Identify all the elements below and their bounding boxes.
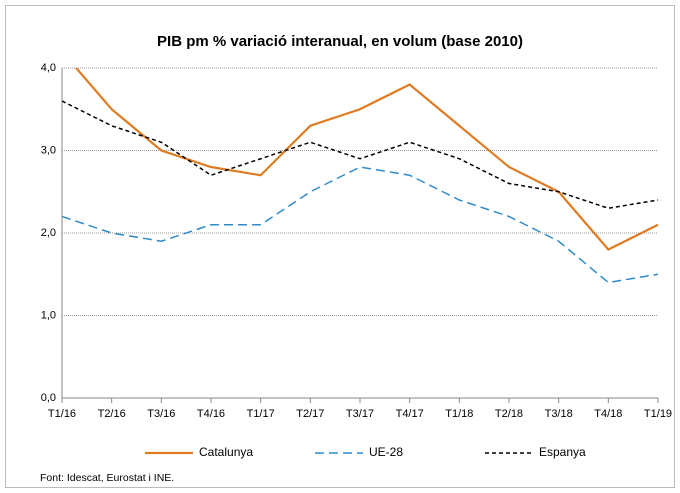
x-tick-label: T1/16 <box>48 408 76 420</box>
legend-label: Espanya <box>539 445 586 459</box>
y-tick-label: 1,0 <box>41 309 56 321</box>
legend-label: UE-28 <box>369 445 403 459</box>
x-tick-label: T2/18 <box>495 408 523 420</box>
x-tick-label: T4/17 <box>396 408 424 420</box>
chart-border <box>5 5 675 488</box>
y-tick-label: 2,0 <box>41 227 56 239</box>
x-tick-label: T3/16 <box>147 408 175 420</box>
source-note: Font: Idescat, Eurostat i INE. <box>40 472 174 484</box>
x-tick-label: T1/19 <box>644 408 672 420</box>
x-tick-label: T3/17 <box>346 408 374 420</box>
series-line <box>62 166 659 284</box>
x-tick-label: T2/16 <box>98 408 126 420</box>
x-tick-label: T1/18 <box>445 408 473 420</box>
legend-label: Catalunya <box>199 445 253 459</box>
x-tick-label: T4/18 <box>594 408 622 420</box>
x-tick-label: T3/18 <box>545 408 573 420</box>
y-tick-label: 3,0 <box>41 144 56 156</box>
series-line <box>62 100 659 210</box>
x-tick-label: T2/17 <box>296 408 324 420</box>
y-tick-label: 4,0 <box>41 62 56 74</box>
x-tick-label: T4/16 <box>197 408 225 420</box>
chart-title: PIB pm % variació interanual, en volum (… <box>157 33 523 50</box>
x-tick-label: T1/17 <box>247 408 275 420</box>
y-tick-label: 0,0 <box>41 392 56 404</box>
